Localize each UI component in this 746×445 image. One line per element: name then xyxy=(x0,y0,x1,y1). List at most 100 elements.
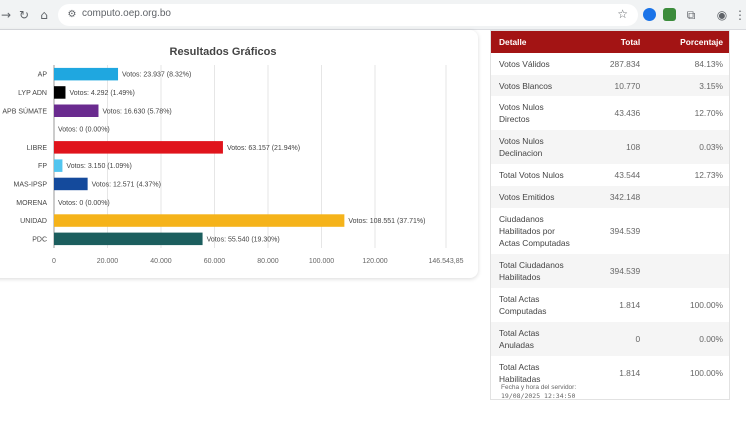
row-porcentaje xyxy=(648,254,729,288)
table-row: Total Votos Nulos 43.544 12.73% xyxy=(491,164,729,186)
row-total: 342.148 xyxy=(583,186,649,208)
server-time-label: Fecha y hora del servidor: xyxy=(501,384,577,391)
row-porcentaje: 0.03% xyxy=(648,130,729,164)
data-label: Votos: 55.540 (19.30%) xyxy=(207,236,280,243)
data-label: Votos: 3.150 (1.09%) xyxy=(66,163,131,170)
table-row: Total Ciudadanos Habilitados 394.539 xyxy=(491,254,729,288)
x-tick-label: 80.000 xyxy=(257,258,279,265)
chart-title: Resultados Gráficos xyxy=(169,46,277,58)
table-row: Ciudadanos Habilitados por Actas Computa… xyxy=(491,208,729,254)
browser-toolbar: → ↻ ⌂ ⚙ computo.oep.org.bo ☆ ⧉ ◉ ⋮ xyxy=(0,0,746,30)
row-porcentaje: 100.00% xyxy=(689,368,723,378)
bar xyxy=(54,214,345,227)
header-detalle: Detalle xyxy=(491,31,583,53)
y-tick-label: MORENA xyxy=(16,200,47,207)
home-icon[interactable]: ⌂ xyxy=(40,8,48,22)
x-tick-label: 0 xyxy=(52,258,56,265)
row-total: 287.834 xyxy=(609,59,641,69)
bar xyxy=(54,159,63,172)
row-detalle: Total Votos Nulos xyxy=(499,170,564,180)
row-porcentaje: 12.70% xyxy=(694,108,723,118)
x-tick-label: 60.000 xyxy=(204,258,226,265)
server-time-value: 19/08/2025 12:34:50 xyxy=(501,392,576,400)
row-detalle: Ciudadanos Habilitados por Actas Computa… xyxy=(499,214,570,248)
y-tick-label: UNIDAD xyxy=(20,218,47,225)
x-tick-label: 20.000 xyxy=(97,258,119,265)
table-row: Total Actas Anuladas 0 0.00% xyxy=(491,322,729,356)
site-info-icon[interactable]: ⚙ xyxy=(67,9,77,20)
row-total: 394.539 xyxy=(583,254,649,288)
bar xyxy=(54,177,88,191)
bar xyxy=(54,141,223,154)
y-tick-label: MAS-IPSP xyxy=(14,181,48,188)
row-detalle: Votos Blancos xyxy=(491,75,583,96)
row-total: 394.539 xyxy=(609,226,641,236)
row-total: 1.814 xyxy=(619,368,641,378)
data-label: Votos: 16.630 (5.78%) xyxy=(102,108,171,115)
table-row: Votos Blancos 10.770 3.15% xyxy=(491,75,729,96)
row-porcentaje xyxy=(648,186,729,208)
data-label: Votos: 63.157 (21.94%) xyxy=(227,145,300,152)
table-row: Votos Emitidos 342.148 xyxy=(491,186,729,208)
row-detalle: Votos Nulos Directos xyxy=(499,102,544,124)
summary-table: Detalle Total Porcentaje Votos Válidos 28… xyxy=(491,31,729,390)
row-total: 1.814 xyxy=(619,300,641,310)
row-porcentaje: 12.73% xyxy=(694,170,723,180)
star-icon[interactable]: ☆ xyxy=(617,7,628,21)
row-porcentaje: 0.00% xyxy=(648,322,729,356)
row-detalle: Total Actas Habilitadas xyxy=(499,362,541,384)
data-label: Votos: 23.937 (8.32%) xyxy=(122,72,191,79)
row-detalle: Total Ciudadanos Habilitados xyxy=(491,254,583,288)
y-tick-label: FP xyxy=(38,163,47,170)
table-row: Total Actas Computadas 1.814 100.00% xyxy=(491,288,729,322)
extension-icon[interactable] xyxy=(663,8,676,21)
row-detalle: Total Actas Computadas xyxy=(499,294,547,316)
x-tick-label: 40.000 xyxy=(150,258,172,265)
row-total: 43.436 xyxy=(614,108,641,118)
x-tick-label: 146.543,85 xyxy=(428,258,463,265)
row-detalle: Votos Válidos xyxy=(499,59,550,69)
table-row: Votos Nulos Directos 43.436 12.70% xyxy=(491,96,729,130)
y-tick-label: APB SÚMATE xyxy=(2,106,47,115)
row-total: 0 xyxy=(583,322,649,356)
server-time: Fecha y hora del servidor: 19/08/2025 12… xyxy=(501,383,577,400)
row-total: 108 xyxy=(583,130,649,164)
header-porcentaje: Porcentaje xyxy=(648,31,729,53)
profile-icon[interactable]: ◉ xyxy=(716,8,728,22)
address-bar[interactable]: ⚙ computo.oep.org.bo ☆ xyxy=(58,4,638,26)
row-total: 43.544 xyxy=(614,170,641,180)
extension-icon[interactable] xyxy=(643,8,656,21)
row-porcentaje xyxy=(648,208,729,254)
row-detalle: Total Actas Anuladas xyxy=(491,322,583,356)
row-detalle: Votos Emitidos xyxy=(491,186,583,208)
row-porcentaje: 3.15% xyxy=(648,75,729,96)
bar-chart: 0 20.000 40.000 60.000 80.000 100.000 120.000 1… xyxy=(2,65,464,265)
bar xyxy=(54,86,66,99)
table-row: Votos Válidos 287.834 84.13% xyxy=(491,53,729,75)
row-porcentaje: 100.00% xyxy=(689,300,723,310)
x-tick-label: 100.000 xyxy=(309,258,334,265)
y-tick-label: PDC xyxy=(32,236,47,243)
summary-table-card: Detalle Total Porcentaje Votos Válidos 28… xyxy=(490,30,730,400)
menu-icon[interactable]: ⋮ xyxy=(734,8,746,22)
table-row: Total Actas Habilitadas 1.814 100.00% xyxy=(491,356,729,390)
y-tick-label: LIBRE xyxy=(27,145,48,152)
row-detalle: Votos Nulos Declinacion xyxy=(491,130,583,164)
url-text[interactable]: computo.oep.org.bo xyxy=(82,8,171,19)
row-porcentaje: 84.13% xyxy=(694,59,723,69)
bar xyxy=(54,232,203,246)
header-total: Total xyxy=(583,31,649,53)
data-label: Votos: 0 (0.00%) xyxy=(58,127,110,134)
table-row: Votos Nulos Declinacion 108 0.03% xyxy=(491,130,729,164)
data-label: Votos: 108.551 (37.71%) xyxy=(348,218,425,225)
bar xyxy=(54,67,119,81)
data-label: Votos: 0 (0.00%) xyxy=(58,200,110,207)
x-tick-label: 120.000 xyxy=(362,258,387,265)
y-tick-label: AP xyxy=(38,72,48,79)
forward-icon[interactable]: → xyxy=(0,8,12,22)
reload-icon[interactable]: ↻ xyxy=(18,8,30,22)
table-header-row: Detalle Total Porcentaje xyxy=(491,31,729,53)
y-tick-label: LYP ADN xyxy=(18,90,47,97)
puzzle-icon[interactable]: ⧉ xyxy=(686,8,696,22)
bar xyxy=(54,104,99,117)
